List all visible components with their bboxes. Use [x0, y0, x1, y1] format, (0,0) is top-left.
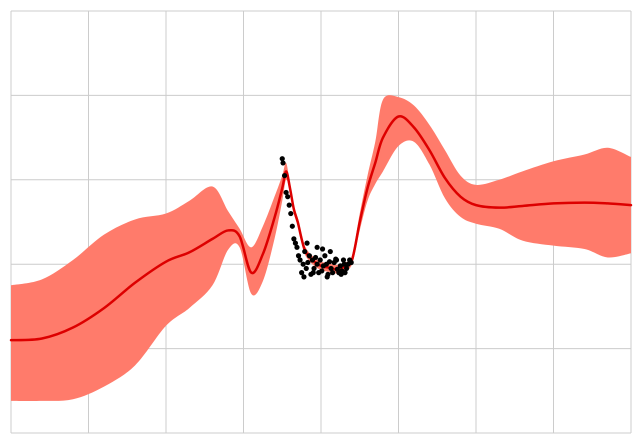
observation-points-layer [279, 156, 354, 280]
data-point [340, 257, 347, 263]
data-point [281, 172, 288, 179]
data-point [319, 246, 326, 252]
data-point [289, 223, 295, 229]
data-point [280, 160, 286, 166]
data-point [328, 265, 334, 272]
data-point [312, 254, 319, 261]
data-point [306, 253, 312, 259]
data-point [283, 189, 289, 196]
data-point [299, 270, 305, 276]
data-point [304, 240, 310, 246]
data-point [311, 265, 317, 272]
data-point [314, 244, 320, 250]
data-point [300, 261, 306, 267]
data-point [324, 274, 330, 280]
data-point [333, 257, 340, 263]
data-point [327, 248, 333, 255]
data-point [305, 259, 311, 266]
data-point [279, 156, 285, 162]
data-point [286, 202, 292, 208]
data-point [348, 259, 354, 266]
data-point [337, 263, 343, 269]
confidence-band [11, 95, 631, 402]
data-point [292, 240, 299, 246]
data-point [338, 271, 344, 277]
data-point [310, 270, 316, 276]
data-point [303, 265, 309, 272]
data-point [330, 270, 336, 276]
data-point [285, 194, 291, 200]
data-point [288, 210, 294, 217]
data-point [301, 274, 307, 280]
data-point [342, 270, 348, 276]
data-point [343, 265, 350, 272]
data-point [317, 257, 323, 263]
data-point [294, 244, 300, 250]
data-point [314, 261, 320, 267]
data-point [297, 257, 303, 263]
data-point [319, 268, 325, 274]
data-point [291, 236, 297, 242]
data-point [341, 261, 347, 267]
grid [10, 10, 632, 434]
data-point [322, 253, 328, 259]
data-point [302, 248, 308, 255]
confidence-band-layer [11, 95, 631, 402]
data-point [326, 259, 333, 265]
data-point [295, 253, 302, 259]
